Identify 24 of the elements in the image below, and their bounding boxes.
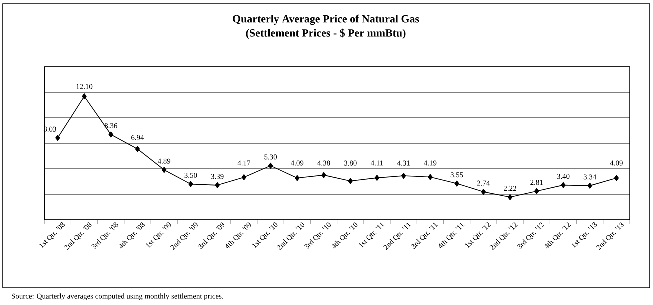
point	[588, 182, 592, 189]
point	[322, 172, 326, 178]
point	[215, 182, 220, 188]
point	[242, 174, 247, 180]
point	[135, 146, 140, 152]
point	[162, 167, 167, 174]
point	[534, 188, 540, 194]
chart-title: Quarterly Average Price of Natural Gas	[233, 14, 420, 26]
point	[428, 174, 433, 180]
point	[188, 181, 194, 188]
point	[508, 194, 513, 200]
point	[56, 135, 60, 142]
point	[108, 132, 114, 138]
chart-subtitle: (Settlement Prices - $ Per mmBtu)	[246, 28, 406, 40]
point	[614, 175, 620, 182]
point	[374, 175, 380, 182]
point	[454, 180, 460, 187]
point	[561, 182, 566, 188]
point	[268, 162, 274, 169]
point	[481, 189, 486, 196]
point	[348, 178, 353, 184]
point	[401, 173, 406, 180]
point	[295, 175, 300, 182]
point	[82, 94, 87, 100]
